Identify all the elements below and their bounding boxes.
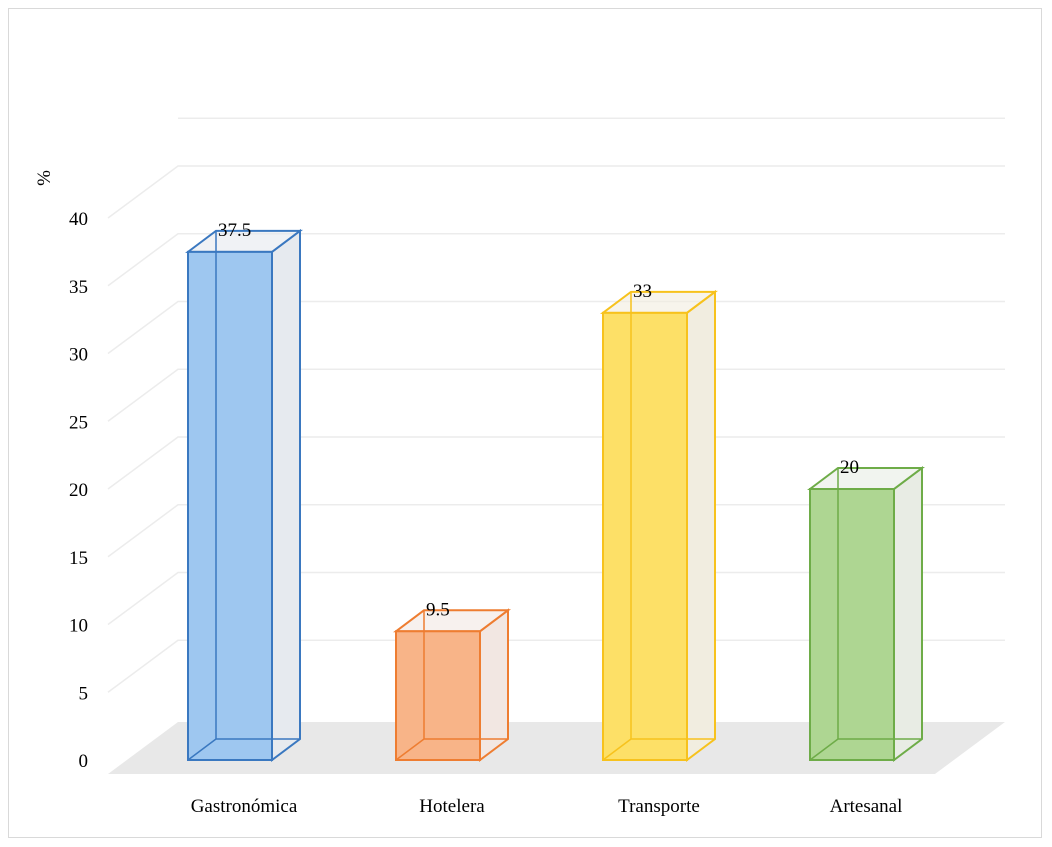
bar-back-edges — [187, 230, 300, 761]
gridline — [107, 436, 1005, 490]
data-labels: 37.5 9.5 33 20 — [218, 220, 859, 620]
y-axis-ticks: 0 5 10 15 20 25 30 35 40 — [69, 209, 88, 772]
category-label: Hotelera — [419, 796, 485, 817]
bar-side-face — [686, 289, 716, 762]
bar-artesanal — [807, 466, 925, 762]
gridline — [107, 368, 1005, 422]
category-labels: Gastronómica Hotelera Transporte Artesanal — [191, 796, 903, 817]
data-label: 33 — [633, 281, 652, 302]
bar-back-edges — [809, 468, 922, 761]
y-tick-label: 10 — [69, 616, 88, 637]
chart-floor — [108, 722, 1005, 774]
gridlines — [107, 117, 1005, 693]
bar-side-face — [893, 466, 923, 762]
gridline — [107, 300, 1005, 355]
gridline — [107, 233, 1005, 287]
y-tick-label: 25 — [69, 412, 88, 433]
y-tick-label: 5 — [79, 683, 89, 704]
bar-front-face — [395, 630, 481, 762]
bar-front-face — [187, 250, 273, 761]
category-label: Transporte — [618, 796, 700, 817]
bar-front-face — [602, 311, 688, 761]
category-label: Artesanal — [830, 796, 903, 817]
bar-front-face — [809, 488, 895, 761]
y-axis-unit-label: % — [34, 170, 55, 186]
y-tick-label: 30 — [69, 345, 88, 366]
gridline — [107, 504, 1005, 558]
bar-gastronómica — [185, 228, 303, 762]
bar-side-face — [479, 608, 509, 762]
category-label: Gastronómica — [191, 796, 298, 817]
y-tick-label: 15 — [69, 548, 88, 569]
bar-back-edges — [395, 610, 508, 761]
gridline — [107, 571, 1005, 626]
bar-side-face — [271, 228, 301, 762]
data-label: 37.5 — [218, 220, 251, 241]
bar-transporte — [600, 289, 718, 762]
gridline — [107, 165, 1005, 219]
chart-floor-layer — [108, 722, 1005, 774]
y-tick-label: 40 — [69, 209, 88, 230]
bar-hotelera — [393, 608, 511, 762]
bar-back-edges — [602, 291, 715, 761]
y-tick-label: 0 — [79, 751, 89, 772]
gridline — [107, 639, 1005, 693]
y-tick-label: 35 — [69, 277, 88, 298]
y-tick-label: 20 — [69, 480, 88, 501]
data-label: 9.5 — [426, 599, 450, 620]
bars — [185, 228, 925, 762]
data-label: 20 — [840, 457, 859, 478]
